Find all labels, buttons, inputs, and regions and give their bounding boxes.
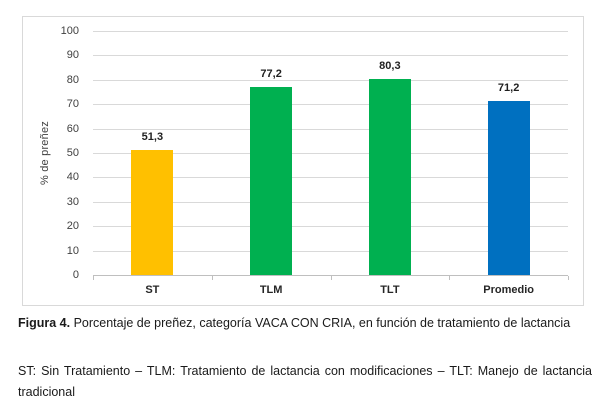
gridline [93, 128, 568, 130]
y-tick-label: 0 [72, 269, 79, 281]
value-label: 77,2 [260, 67, 282, 80]
plot-area: 0 10 20 30 40 50 60 70 80 90 100 51,3 ST 77,2 TLM 80,3 T… [23, 17, 583, 305]
figure-caption-text: Porcentaje de preñez, categoría VACA CON… [73, 316, 571, 330]
y-tick-label: 50 [66, 147, 79, 159]
gridline [93, 226, 568, 228]
abbreviation-note: ST: Sin Tratamiento – TLM: Tratamiento d… [18, 364, 592, 399]
bar-st [131, 149, 174, 275]
category-label: Promedio [483, 284, 534, 296]
gridline [93, 201, 568, 203]
bar-tlm [250, 86, 293, 275]
y-tick-label: 70 [66, 98, 79, 111]
category-label: ST [145, 284, 160, 296]
bar-chart: % de preñez 0 10 20 30 40 50 60 70 80 90 100 51,3 ST… [22, 16, 584, 306]
value-label: 71,2 [497, 82, 520, 95]
category-label: TLT [380, 284, 400, 296]
gridline [93, 104, 568, 106]
y-tick-label: 100 [60, 25, 79, 37]
x-tick-mark [568, 276, 569, 280]
y-tick-label: 20 [66, 220, 79, 233]
gridline [93, 153, 568, 154]
bar-promedio [487, 101, 530, 275]
category-label: TLM [259, 284, 283, 296]
y-tick-label: 90 [66, 49, 79, 62]
y-tick-label: 80 [66, 73, 79, 86]
y-tick-label: 10 [66, 244, 79, 257]
x-tick-mark [449, 276, 451, 280]
value-label: 80,3 [379, 60, 401, 73]
x-tick-mark [330, 276, 332, 280]
gridline [93, 55, 568, 57]
gridline [93, 31, 568, 32]
bar-tlt [368, 79, 411, 275]
gridline [93, 250, 568, 252]
y-tick-label: 60 [66, 122, 79, 135]
x-tick-mark [211, 276, 213, 280]
gridline [93, 177, 568, 179]
value-label: 51,3 [141, 130, 164, 143]
gridline [93, 79, 568, 81]
x-tick-mark [93, 276, 94, 280]
y-tick-label: 30 [66, 195, 79, 208]
figure-caption: Figura 4. Porcentaje de preñez, categorí… [18, 313, 592, 334]
x-axis-line [93, 275, 568, 276]
y-tick-label: 40 [66, 171, 79, 184]
figure-caption-label: Figura 4. [18, 316, 71, 330]
